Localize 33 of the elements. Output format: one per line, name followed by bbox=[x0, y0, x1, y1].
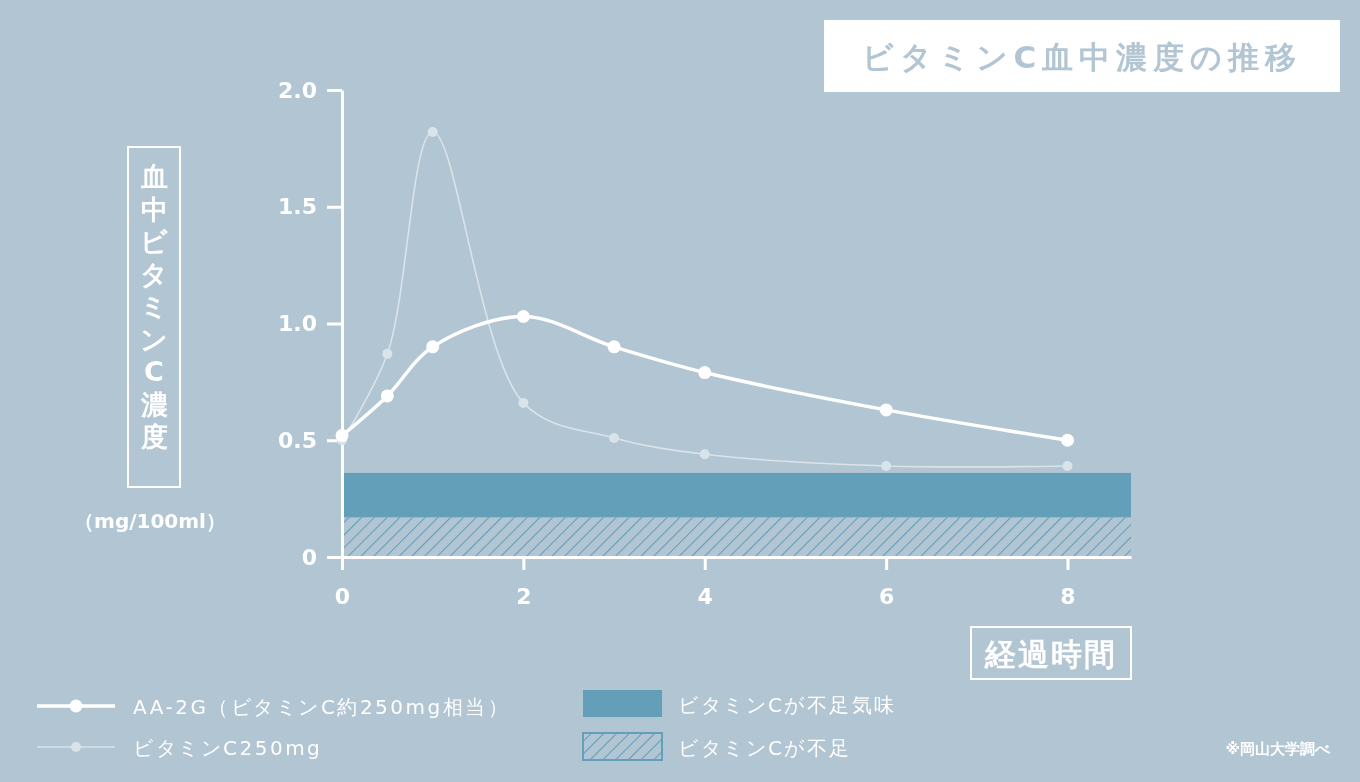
point bbox=[698, 366, 712, 380]
point bbox=[1062, 460, 1073, 471]
point bbox=[1061, 433, 1075, 447]
y-tick-label: 1.0 bbox=[278, 311, 317, 337]
point bbox=[699, 449, 710, 460]
point bbox=[382, 348, 393, 359]
y-tick-label: 2.0 bbox=[278, 77, 317, 103]
x-tick-label: 6 bbox=[878, 583, 895, 609]
chart-title: ビタミンC血中濃度の推移 bbox=[861, 39, 1303, 75]
x-tick-label: 2 bbox=[516, 583, 532, 609]
x-axis-title: 経過時間 bbox=[984, 636, 1117, 672]
x-tick-label: 8 bbox=[1060, 583, 1076, 609]
point bbox=[879, 403, 893, 417]
point bbox=[426, 340, 440, 354]
y-tick-label: 0 bbox=[301, 544, 317, 570]
y-tick-label: 0.5 bbox=[278, 427, 317, 453]
point bbox=[609, 432, 620, 443]
x-tick-label: 4 bbox=[697, 583, 713, 609]
text: 血中ビタミンC濃度（mg/100ml） bbox=[74, 161, 226, 533]
point bbox=[518, 397, 529, 408]
legend-label: AA-2G（ビタミンC約250mg相当） bbox=[133, 695, 511, 719]
x-tick-label: 0 bbox=[334, 583, 351, 609]
legend-label: ビタミンC250mg bbox=[133, 736, 323, 760]
point bbox=[607, 340, 621, 354]
point bbox=[335, 429, 349, 443]
legend-label: ビタミンCが不足 bbox=[678, 736, 852, 760]
point bbox=[427, 127, 438, 138]
text: ※岡山大学調べ bbox=[1225, 740, 1331, 758]
point bbox=[881, 460, 892, 471]
y-tick-label: 1.5 bbox=[278, 194, 317, 220]
legend-label: ビタミンCが不足気味 bbox=[678, 693, 897, 717]
point bbox=[380, 389, 394, 403]
point bbox=[516, 310, 530, 323]
